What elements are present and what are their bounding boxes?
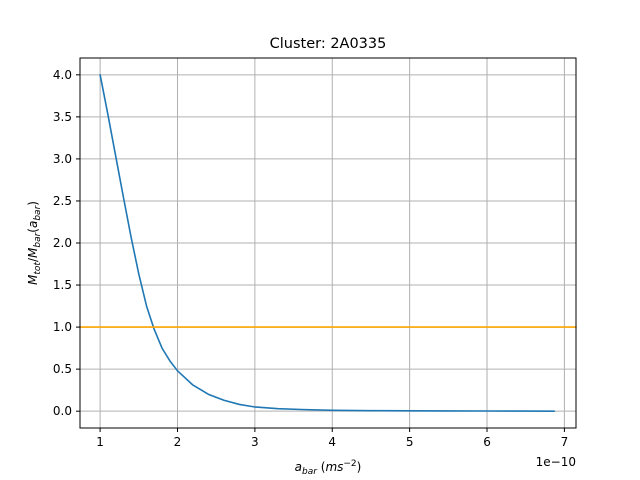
y-tick-label: 1.5 — [53, 278, 72, 292]
x-axis-label: abar (ms−2) — [295, 459, 362, 477]
y-tick-label: 0.0 — [53, 404, 72, 418]
y-tick-label: 1.0 — [53, 320, 72, 334]
y-tick-label: 2.5 — [53, 194, 72, 208]
y-tick-label: 3.5 — [53, 110, 72, 124]
x-tick-label: 6 — [483, 435, 491, 449]
y-tick-label: 3.0 — [53, 152, 72, 166]
series-line-mass-ratio — [99, 74, 556, 412]
x-offset-label: 1e−10 — [536, 455, 576, 469]
x-tick-label: 1 — [96, 435, 104, 449]
y-tick-label: 0.5 — [53, 362, 72, 376]
x-tick-label: 4 — [328, 435, 336, 449]
series-layer — [79, 74, 577, 412]
grid-layer — [80, 58, 576, 428]
x-tick-label: 2 — [174, 435, 182, 449]
y-axis-label: Mtot/Mbar(abar) — [26, 201, 43, 285]
x-tick-label: 7 — [561, 435, 569, 449]
x-tick-label: 5 — [406, 435, 414, 449]
tick-layer: 1 2 3 4 5 6 7 0.0 0.5 1.0 1.5 2.0 2.5 3.0 3.5 4.0 — [53, 68, 568, 449]
y-tick-label: 2.0 — [53, 236, 72, 250]
x-tick-label: 3 — [251, 435, 259, 449]
chart-title: Cluster: 2A0335 — [270, 36, 387, 52]
y-tick-label: 4.0 — [53, 68, 72, 82]
